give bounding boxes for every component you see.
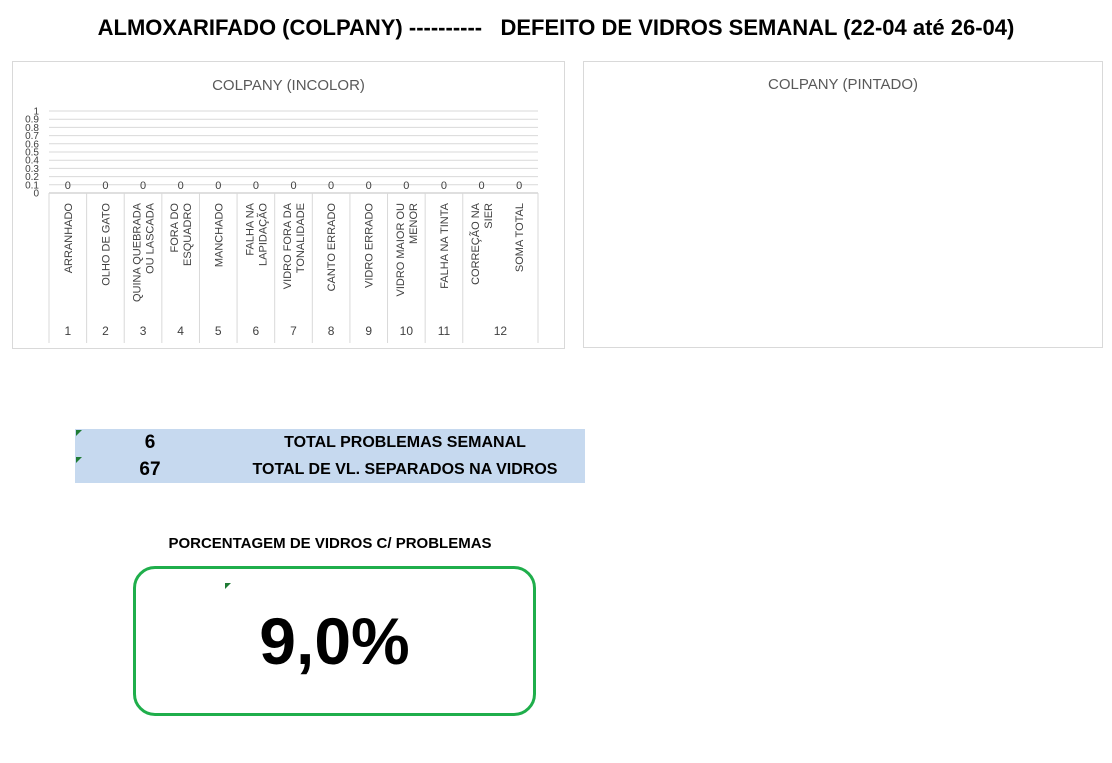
y-tick-label: 0.4	[25, 156, 39, 167]
chart-colpany-incolor: COLPANY (INCOLOR) 0 0.1 0.2 0.3 0.4 0.5 0.6 0.7 0…	[12, 61, 565, 349]
group-label: 7	[290, 324, 297, 338]
cell-comment-marker-icon	[76, 430, 82, 436]
category-label: OU LASCADA	[145, 202, 157, 274]
group-label: 5	[215, 324, 222, 338]
category-label: SOMA TOTAL	[514, 203, 526, 272]
total-problems-label: TOTAL PROBLEMAS SEMANAL	[284, 434, 526, 451]
category-label: MANCHADO	[213, 203, 225, 268]
category-label: FORA DO	[169, 203, 181, 253]
category-label: VIDRO FORA DA	[282, 202, 294, 289]
summary-row-separated-glass: 67 TOTAL DE VL. SEPARADOS NA VIDROS	[75, 456, 585, 483]
y-tick-label: 1	[33, 107, 39, 118]
y-tick-label: 0.1	[25, 180, 39, 191]
y-tick-label: 0.7	[25, 131, 39, 142]
category-label: MENOR	[408, 203, 420, 244]
category-label: VIDRO MAIOR OU	[395, 203, 407, 297]
data-label: 0	[65, 180, 71, 192]
data-label: 0	[290, 180, 296, 192]
category-label: TONALIDADE	[295, 203, 307, 273]
group-label: 3	[140, 324, 147, 338]
group-label: 4	[177, 324, 184, 338]
percentage-value: 9,0%	[259, 604, 410, 678]
percentage-label: PORCENTAGEM DE VIDROS C/ PROBLEMAS	[168, 535, 492, 552]
chart-colpany-pintado: COLPANY (PINTADO)012345672ARRANHADO2OLHO…	[583, 61, 1103, 348]
data-label: 0	[102, 180, 108, 192]
data-label: 0	[328, 180, 334, 192]
group-label: 6	[253, 324, 260, 338]
category-label: OLHO DE GATO	[100, 203, 112, 286]
category-label: FALHA NA	[244, 202, 256, 255]
cell-comment-marker-icon	[225, 583, 231, 589]
y-tick-label: 0	[33, 189, 39, 200]
y-tick-label: 0.5	[25, 148, 39, 159]
total-separated-label: TOTAL DE VL. SEPARADOS NA VIDROS	[252, 461, 558, 478]
y-tick-label: 0.9	[25, 115, 39, 126]
category-label: VIDRO ERRADO	[364, 203, 376, 288]
y-tick-label: 0.3	[25, 164, 39, 175]
summary-table: 6 TOTAL PROBLEMAS SEMANAL 67 TOTAL DE VL…	[75, 429, 585, 483]
category-label: CANTO ERRADO	[326, 203, 338, 292]
chart-title: COLPANY (INCOLOR)	[212, 77, 365, 94]
page-title: ALMOXARIFADO (COLPANY) ---------- DEFEIT…	[97, 15, 1015, 40]
data-label: 0	[253, 180, 259, 192]
chart-pintado-svg: COLPANY (PINTADO)012345672ARRANHADO2OLHO…	[768, 76, 918, 93]
chart-title: COLPANY (PINTADO)	[768, 76, 918, 93]
group-label: 12	[494, 324, 508, 338]
summary-row-weekly-problems: 6 TOTAL PROBLEMAS SEMANAL	[75, 429, 585, 456]
data-label: 0	[403, 180, 409, 192]
category-label: LAPIDAÇÃO	[256, 203, 269, 266]
data-label: 0	[366, 180, 372, 192]
cell-comment-marker-icon	[76, 457, 82, 463]
group-label: 11	[438, 324, 451, 338]
category-label: CORREÇÃO NA	[469, 202, 482, 285]
data-label: 0	[140, 180, 146, 192]
category-label: ESQUADRO	[182, 203, 194, 266]
data-label: 0	[215, 180, 221, 192]
group-label: 9	[365, 324, 372, 338]
data-label: 0	[441, 180, 447, 192]
group-label: 8	[328, 324, 335, 338]
total-problems-value: 6	[144, 432, 156, 453]
data-label: 0	[516, 180, 522, 192]
y-tick-label: 0.6	[25, 139, 39, 150]
category-label: FALHA NA TINTA	[439, 202, 451, 288]
y-tick-label: 0.8	[25, 123, 39, 134]
category-label: SIER	[483, 203, 495, 229]
total-separated-value: 67	[139, 459, 161, 480]
percentage-box: 9,0%	[133, 566, 536, 716]
chart-incolor-svg: COLPANY (INCOLOR)00.10.20.30.40.50.60.70…	[25, 77, 539, 343]
group-label: 2	[102, 324, 109, 338]
y-tick-label: 0.2	[25, 172, 39, 183]
group-label: 10	[400, 324, 414, 338]
category-label: ARRANHADO	[63, 203, 75, 274]
data-label: 0	[178, 180, 184, 192]
data-label: 0	[479, 180, 485, 192]
group-label: 1	[64, 324, 71, 338]
category-label: QUINA QUEBRADA	[132, 202, 144, 302]
